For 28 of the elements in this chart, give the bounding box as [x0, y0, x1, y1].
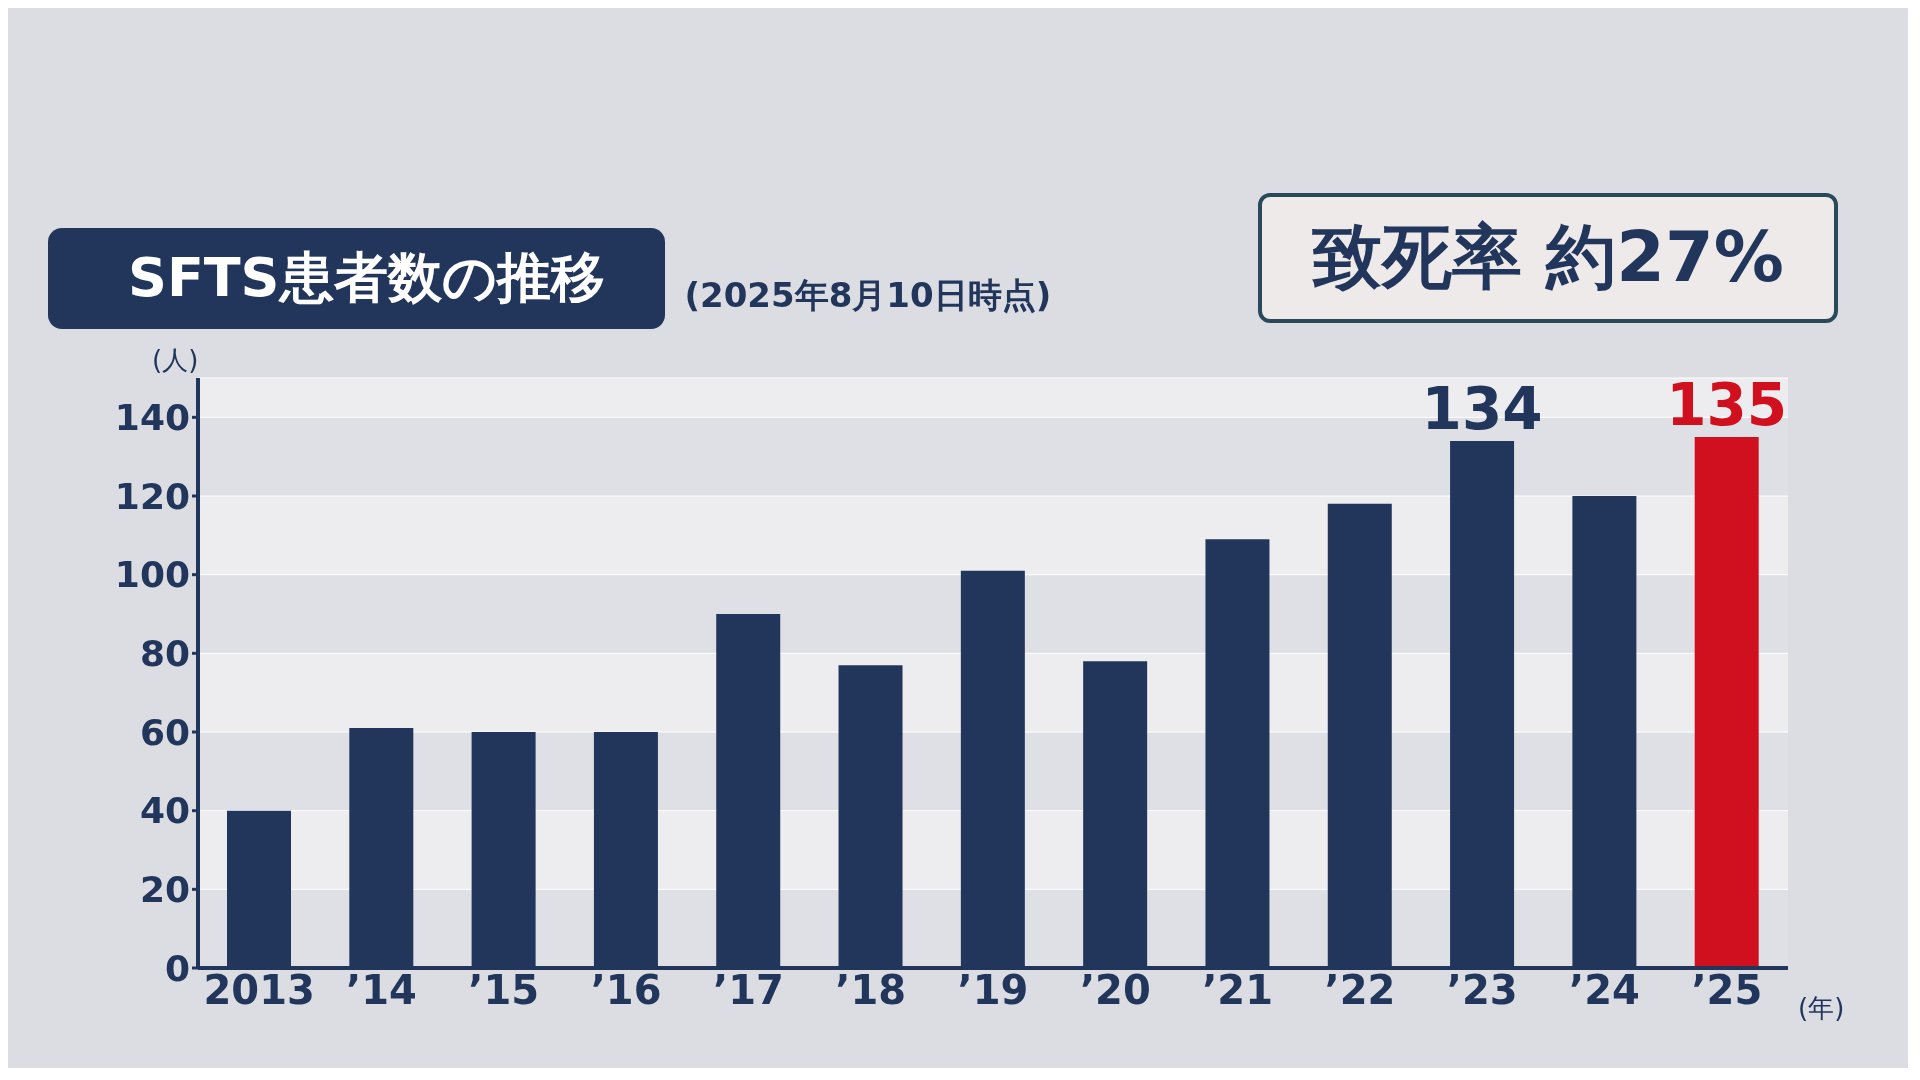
y-tick-label: 20: [139, 869, 190, 911]
y-tick-label: 40: [139, 790, 190, 832]
data-label: 135: [1666, 371, 1788, 439]
y-tick-label: 0: [164, 947, 190, 989]
x-tick-label: ’19: [957, 967, 1029, 1014]
x-tick-label: ’16: [590, 967, 662, 1014]
x-tick-label: ’22: [1324, 967, 1396, 1014]
x-axis-title: (年): [1798, 993, 1845, 1024]
data-label: 134: [1421, 374, 1543, 443]
x-tick-label: ’25: [1691, 967, 1763, 1014]
x-tick-label: ’24: [1569, 967, 1640, 1014]
x-tick-label: ’18: [835, 967, 907, 1014]
y-tick-label: 100: [114, 554, 190, 596]
note-box: 致死率 約27%: [1258, 193, 1838, 323]
x-tick-label: ’21: [1202, 967, 1274, 1014]
x-tick-label: ’23: [1446, 967, 1518, 1014]
y-tick-label: 120: [114, 475, 190, 517]
x-tick-label: ’15: [468, 967, 540, 1014]
x-tick-label: ’14: [346, 967, 417, 1014]
chart-subtitle: (2025年8月10日時点): [684, 274, 1052, 317]
x-tick-label: 2013: [203, 967, 315, 1014]
x-tick-label: ’17: [712, 967, 784, 1014]
chart-title: SFTS患者数の推移: [48, 228, 665, 329]
x-tick-label: ’20: [1079, 967, 1151, 1014]
y-tick-label: 60: [139, 711, 190, 753]
y-tick-label: 140: [114, 397, 190, 439]
y-axis-title: (人): [151, 344, 200, 377]
y-tick-label: 80: [139, 633, 190, 675]
